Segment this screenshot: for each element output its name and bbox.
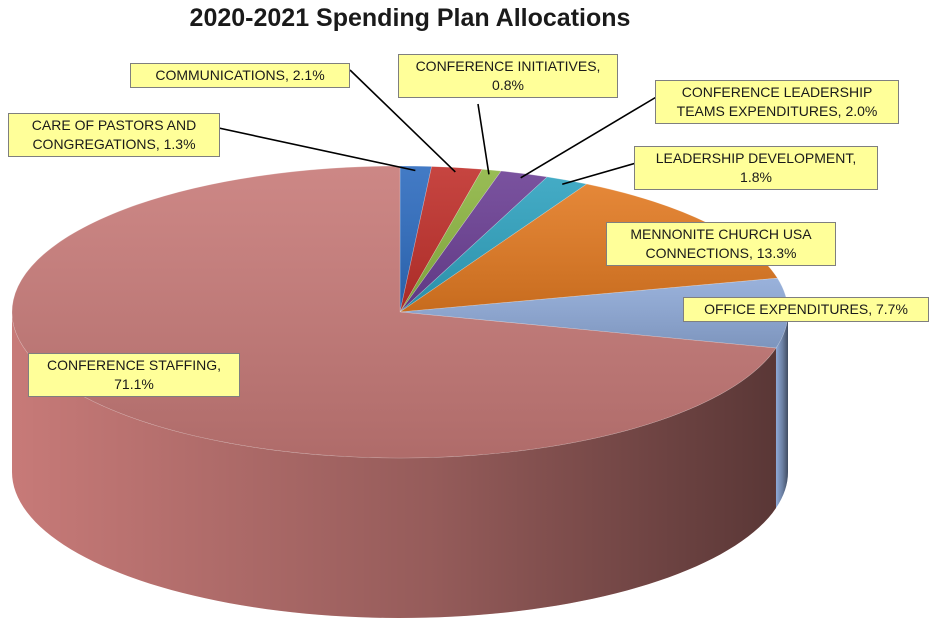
pie-slice-shade (400, 176, 587, 312)
slice-label-7: OFFICE EXPENDITURES, 7.7% (683, 297, 929, 322)
pie-side-shade (775, 312, 788, 509)
chart-title: 2020-2021 Spending Plan Allocations (189, 4, 631, 32)
pie-slice-shade (400, 171, 548, 312)
pie-slice-shade (400, 278, 788, 349)
slice-label-2: COMMUNICATIONS, 2.1% (130, 63, 350, 88)
slice-label-5: LEADERSHIP DEVELOPMENT, 1.8% (634, 146, 878, 190)
pie-side-8 (12, 312, 776, 618)
slice-label-8: CONFERENCE STAFFING, 71.1% (28, 353, 240, 397)
slice-label-4: CONFERENCE LEADERSHIP TEAMS EXPENDITURES… (655, 80, 899, 124)
pie-side-7 (775, 312, 788, 509)
slice-label-1: CARE OF PASTORS AND CONGREGATIONS, 1.3% (8, 113, 220, 157)
leader-line-3 (477, 103, 490, 175)
pie-sides (12, 312, 788, 618)
leader-line-2 (349, 69, 456, 173)
leader-line-5 (562, 162, 637, 185)
pie-slice-shade (400, 166, 432, 312)
slice-label-6: MENNONITE CHURCH USA CONNECTIONS, 13.3% (606, 222, 836, 266)
leader-line-1 (213, 126, 416, 172)
pie-side-shade (12, 312, 776, 618)
leader-line-4 (520, 95, 659, 179)
pie-slice-shade (400, 184, 778, 312)
pie-tops (11, 165, 789, 459)
slice-label-3: CONFERENCE INITIATIVES, 0.8% (398, 54, 618, 98)
pie-slice-shade (400, 166, 483, 312)
pie-slice-shade (400, 169, 502, 312)
